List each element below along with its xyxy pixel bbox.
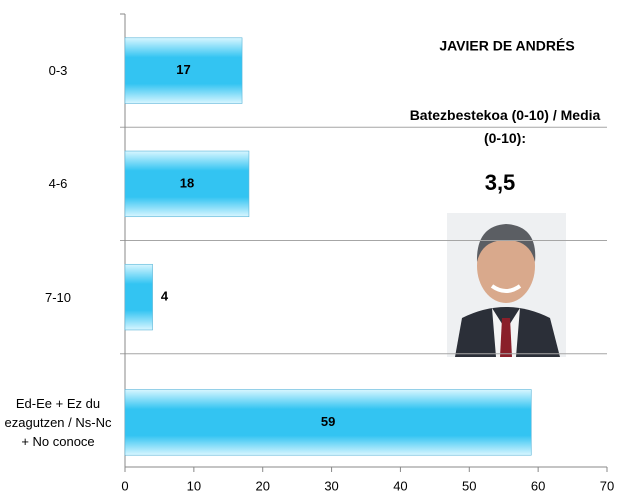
value-label: 59 — [321, 414, 335, 429]
value-label: 17 — [176, 62, 190, 77]
y-tick-label: 0-3 — [2, 61, 114, 80]
photo — [447, 213, 566, 357]
subtitle: Batezbestekoa (0-10) / Media (0-10): — [400, 104, 610, 150]
x-tick-label: 0 — [121, 478, 128, 493]
value-label: 4 — [161, 289, 169, 304]
x-tick-label: 60 — [531, 478, 545, 493]
y-tick-label: 7-10 — [2, 288, 114, 307]
y-tick-label: 4-6 — [2, 174, 114, 193]
x-tick-label: 70 — [600, 478, 614, 493]
bar — [125, 264, 153, 330]
title: JAVIER DE ANDRÉS — [439, 38, 574, 54]
annotation: 3,5 — [485, 170, 516, 195]
value-label: 18 — [180, 175, 194, 190]
chart-root: JAVIER DE ANDRÉS 3,5 0 10 20 30 40 50 60 70 17 18… — [0, 0, 623, 497]
x-tick-label: 10 — [187, 478, 201, 493]
y-tick-label: Ed-Ee + Ez du ezagutzen / Ns-Nc + No con… — [2, 394, 114, 451]
x-tick-label: 50 — [462, 478, 476, 493]
x-tick-label: 40 — [393, 478, 407, 493]
x-tick-label: 30 — [324, 478, 338, 493]
x-tick-label: 20 — [255, 478, 269, 493]
